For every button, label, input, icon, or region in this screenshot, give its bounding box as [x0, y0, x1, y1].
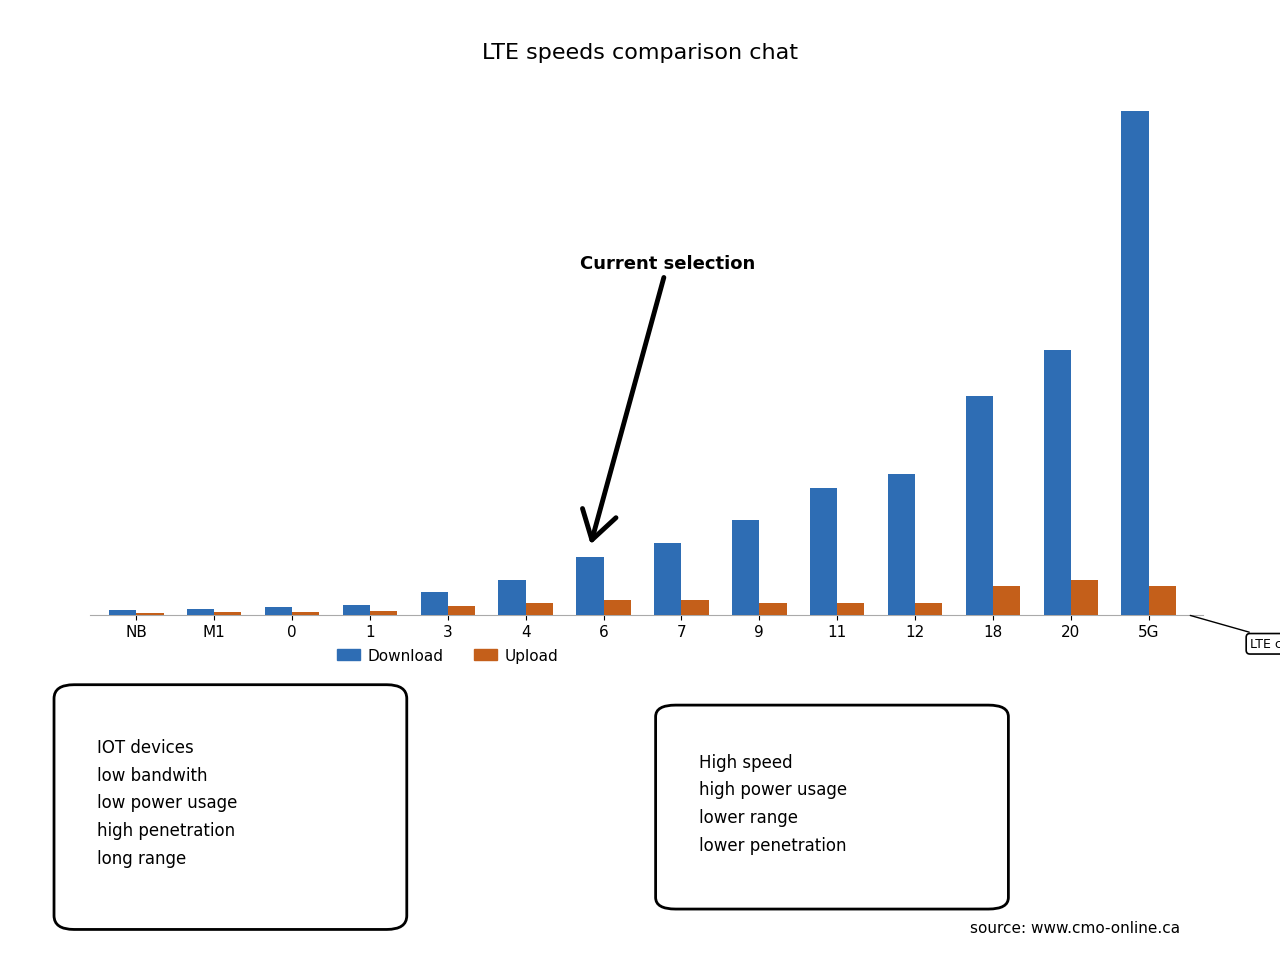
FancyBboxPatch shape [54, 685, 407, 929]
Bar [654, 543, 681, 615]
Bar [1043, 351, 1071, 615]
Bar [526, 604, 553, 615]
Bar [915, 604, 942, 615]
Text: High speed
high power usage
lower range
lower penetration: High speed high power usage lower range … [699, 752, 847, 854]
Bar [265, 608, 292, 615]
Bar [1148, 586, 1176, 615]
Bar [498, 580, 526, 615]
Text: LTE category: LTE category [1190, 616, 1280, 651]
Bar [421, 592, 448, 615]
Text: source: www.cmo-online.ca: source: www.cmo-online.ca [970, 920, 1180, 935]
Bar [370, 611, 397, 615]
Bar [343, 605, 370, 615]
Bar [965, 397, 993, 615]
Text: LTE speeds comparison chat: LTE speeds comparison chat [483, 43, 797, 62]
Bar [837, 604, 864, 615]
Legend: Download, Upload: Download, Upload [332, 642, 564, 669]
Bar [137, 613, 164, 615]
Bar [448, 606, 475, 615]
Bar [214, 613, 242, 615]
Bar [576, 557, 604, 615]
Bar [1121, 111, 1148, 615]
Bar [604, 601, 631, 615]
Bar [187, 609, 214, 615]
Bar [732, 520, 759, 615]
Text: IOT devices
low bandwith
low power usage
high penetration
long range: IOT devices low bandwith low power usage… [97, 738, 238, 867]
Bar [681, 601, 709, 615]
FancyBboxPatch shape [655, 705, 1009, 909]
Bar [109, 611, 137, 615]
Bar [759, 604, 787, 615]
Bar [993, 586, 1020, 615]
Bar [810, 488, 837, 615]
Text: Current selection: Current selection [580, 255, 755, 540]
Bar [888, 474, 915, 615]
Bar [1071, 580, 1098, 615]
Bar [292, 612, 319, 615]
